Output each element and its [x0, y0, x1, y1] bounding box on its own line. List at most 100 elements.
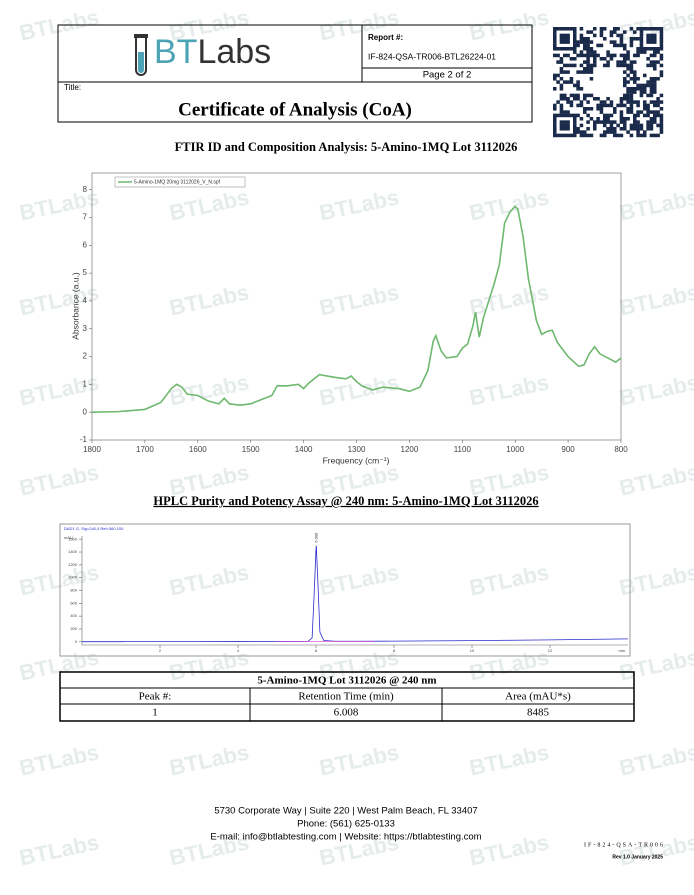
qr-module: [623, 63, 627, 68]
qr-module: [659, 63, 664, 68]
qr-module: [603, 63, 607, 68]
qr-module: [636, 100, 640, 104]
qr-module: [573, 120, 577, 124]
qr-module: [566, 70, 570, 74]
qr-module: [619, 40, 624, 44]
qr-module: [616, 103, 620, 108]
watermark: BTLabs: [317, 279, 401, 320]
qr-module: [616, 43, 620, 48]
watermark: BTLabs: [467, 559, 551, 600]
y-tick-label: 800: [70, 588, 77, 593]
qr-module: [633, 60, 637, 64]
qr-module: [609, 100, 614, 104]
qr-module: [589, 30, 594, 34]
qr-module: [629, 127, 634, 131]
qr-module: [619, 113, 624, 118]
qr-module: [589, 133, 594, 138]
qr-module: [586, 57, 590, 61]
column-header: Retention Time (min): [298, 691, 394, 703]
qr-module: [573, 30, 577, 34]
qr-module: [569, 113, 574, 118]
qr-module: [609, 123, 614, 128]
x-tick-label: 2: [159, 648, 162, 653]
x-tick-label: 1700: [136, 445, 154, 454]
qr-module: [599, 30, 604, 34]
watermark: BTLabs: [617, 739, 694, 780]
qr-module: [646, 113, 650, 118]
qr-module: [593, 97, 597, 101]
qr-module: [573, 43, 577, 48]
y-tick-label: 2: [83, 352, 88, 361]
qr-module: [566, 100, 570, 104]
qr-module: [569, 80, 574, 84]
qr-module: [646, 83, 650, 88]
qr-module: [606, 50, 610, 54]
qr-module: [553, 53, 557, 58]
qr-module: [553, 43, 557, 48]
qr-module: [569, 93, 574, 98]
qr-module: [649, 127, 654, 131]
qr-module: [589, 63, 594, 68]
qr-module: [596, 120, 600, 124]
qr-module: [616, 133, 620, 138]
qr-module: [566, 80, 570, 84]
qr-module: [626, 90, 630, 94]
qr-module: [606, 120, 610, 124]
qr-module: [639, 83, 644, 88]
qr-module: [579, 117, 584, 121]
qr-module: [659, 113, 664, 118]
qr-module: [573, 57, 577, 61]
qr-module: [563, 63, 567, 68]
qr-module: [649, 110, 654, 114]
qr-module: [636, 133, 640, 138]
table-border: [59, 671, 635, 722]
qr-module: [593, 33, 597, 38]
qr-module: [649, 40, 654, 44]
qr-module: [559, 93, 564, 98]
qr-module: [636, 123, 640, 128]
qr-module: [609, 40, 614, 44]
qr-module: [566, 40, 570, 44]
logo: BTLabs: [154, 33, 271, 71]
qr-module: [559, 47, 564, 51]
qr-module: [629, 77, 634, 81]
qr-module: [653, 100, 657, 104]
qr-module: [566, 113, 570, 118]
qr-module: [626, 57, 630, 61]
qr-module: [653, 40, 657, 44]
qr-module: [583, 53, 587, 58]
qr-module: [563, 133, 567, 138]
qr-module: [626, 80, 630, 84]
qr-module: [646, 37, 650, 41]
qr-module: [616, 63, 620, 68]
qr-module: [573, 133, 577, 138]
qr-module: [623, 60, 627, 64]
qr-module: [609, 33, 614, 38]
x-tick-label: 1600: [189, 445, 207, 454]
qr-module: [573, 47, 577, 51]
qr-module: [569, 100, 574, 104]
y-tick-label: 4: [83, 296, 88, 305]
qr-module: [606, 53, 610, 58]
qr-module: [569, 63, 574, 68]
qr-module: [553, 73, 557, 78]
qr-module: [643, 90, 647, 94]
qr-module: [606, 113, 610, 118]
qr-module: [656, 47, 660, 51]
qr-module: [586, 40, 590, 44]
qr-module: [659, 40, 664, 44]
qr-module: [646, 80, 650, 84]
qr-module: [603, 123, 607, 128]
qr-module: [649, 90, 654, 94]
qr-module: [639, 123, 644, 128]
qr-module: [629, 63, 634, 68]
qr-module: [613, 27, 617, 31]
qr-module: [653, 83, 657, 88]
qr-module: [576, 93, 580, 98]
y-tick-label: 6: [83, 240, 88, 249]
qr-module: [566, 133, 570, 138]
qr-module: [586, 127, 590, 131]
watermark: BTLabs: [467, 739, 551, 780]
qr-module: [606, 117, 610, 121]
